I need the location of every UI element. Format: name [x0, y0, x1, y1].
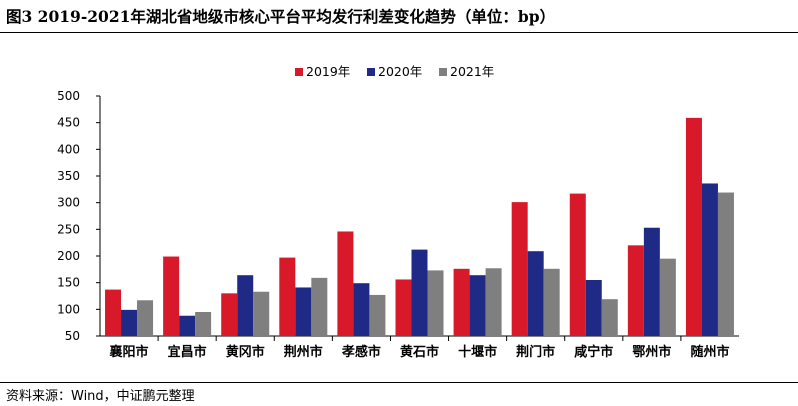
y-tick-label: 350	[57, 169, 80, 183]
bar-2019年-黄石市	[395, 279, 412, 336]
legend-swatch-2020年	[367, 68, 375, 76]
x-tick-label: 十堰市	[458, 344, 497, 360]
legend-swatch-2019年	[295, 68, 303, 76]
bar-2019年-随州市	[685, 117, 702, 336]
bar-2019年-宜昌市	[163, 256, 180, 336]
legend-label: 2021年	[450, 64, 494, 79]
bar-2019年-襄阳市	[105, 289, 122, 336]
x-tick-label: 孝感市	[341, 344, 381, 360]
y-tick-label: 150	[57, 276, 80, 290]
x-tick-label: 鄂州市	[632, 344, 671, 360]
y-tick-label: 300	[57, 196, 80, 210]
bar-2021年-荆门市	[543, 268, 560, 336]
y-tick-label: 500	[57, 89, 80, 103]
bar-2020年-十堰市	[469, 275, 486, 336]
bar-2020年-襄阳市	[121, 309, 138, 336]
bar-2020年-鄂州市	[643, 227, 660, 336]
bar-2021年-孝感市	[369, 294, 386, 336]
bar-2019年-鄂州市	[627, 245, 644, 336]
y-tick-label: 200	[57, 249, 80, 263]
source-rule	[0, 382, 798, 383]
x-tick-label: 黄石市	[400, 344, 439, 360]
bar-2021年-黄石市	[427, 270, 444, 336]
x-tick-label: 宜昌市	[168, 344, 207, 360]
legend-label: 2019年	[306, 64, 350, 79]
legend-label: 2020年	[378, 64, 422, 79]
source-note: 资料来源：Wind，中证鹏元整理	[6, 389, 195, 404]
bar-2020年-孝感市	[353, 283, 370, 336]
title-rule	[0, 32, 798, 33]
bar-2019年-孝感市	[337, 231, 354, 336]
bar-2019年-黄冈市	[221, 293, 238, 336]
bar-2020年-荆门市	[527, 251, 544, 336]
bar-2021年-宜昌市	[195, 312, 212, 336]
y-tick-label: 100	[57, 302, 80, 316]
bar-2020年-宜昌市	[179, 315, 196, 336]
y-tick-label: 250	[57, 222, 80, 236]
x-tick-label: 襄阳市	[109, 344, 149, 360]
bar-2021年-咸宁市	[601, 299, 618, 336]
bar-2020年-黄石市	[411, 249, 428, 336]
bar-2021年-鄂州市	[659, 258, 676, 336]
bar-2019年-荆门市	[511, 202, 528, 336]
x-tick-label: 黄冈市	[226, 344, 265, 360]
y-tick-label: 50	[65, 329, 80, 343]
bar-2021年-荆州市	[311, 277, 328, 336]
bar-chart: 50 100 150 200 250 300 350 400 450 500 襄阳市 宜昌市 黄冈市 荆州…	[57, 64, 739, 360]
bar-2020年-随州市	[701, 183, 718, 336]
x-tick-label: 随州市	[690, 344, 729, 360]
bar-2020年-荆州市	[295, 287, 312, 336]
legend-swatch-2021年	[439, 68, 447, 76]
bar-2019年-十堰市	[453, 268, 470, 336]
bar-2020年-咸宁市	[585, 280, 602, 336]
bar-2020年-黄冈市	[237, 275, 254, 336]
figure-title: 图3 2019-2021年湖北省地级市核心平台平均发行利差变化趋势（单位：bp）	[6, 7, 556, 26]
x-tick-label: 荆门市	[516, 344, 555, 360]
bar-2019年-咸宁市	[569, 193, 586, 336]
bar-2021年-黄冈市	[253, 291, 270, 336]
bar-2021年-随州市	[717, 192, 734, 336]
y-tick-label: 400	[57, 142, 80, 156]
bar-2021年-襄阳市	[137, 300, 154, 336]
x-tick-label: 咸宁市	[574, 344, 613, 360]
y-tick-label: 450	[57, 116, 80, 130]
bar-2019年-荆州市	[279, 257, 296, 336]
x-tick-label: 荆州市	[284, 344, 323, 360]
bar-2021年-十堰市	[485, 268, 502, 336]
